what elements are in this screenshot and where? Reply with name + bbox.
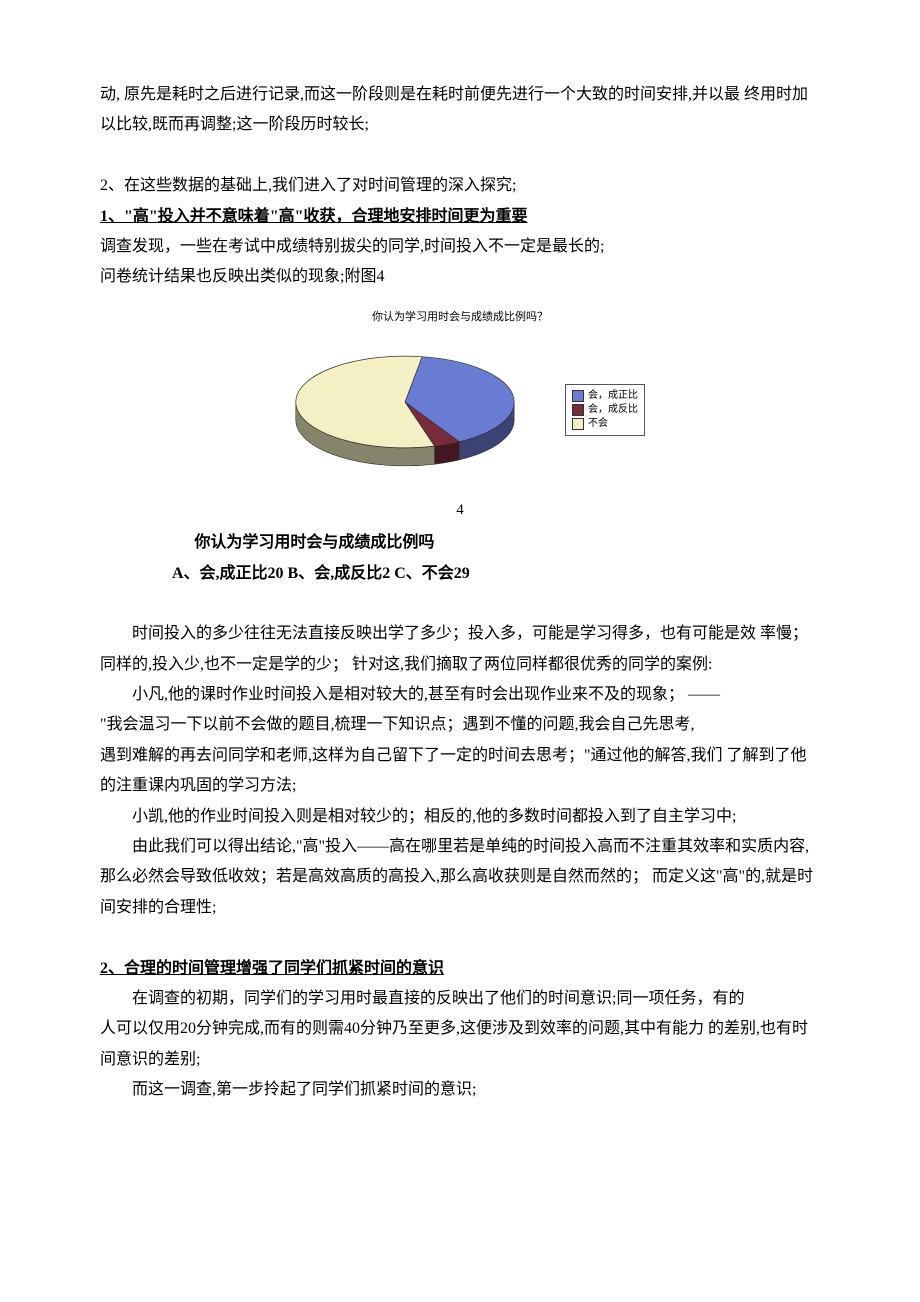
section2-p3: 而这一调查,第一步拎起了同学们抓紧时间的意识; [100,1075,820,1105]
question-answers: A、会,成正比20 B、会,成反比2 C、不会29 [100,559,820,589]
body-p2c: 遇到难解的再去问同学和老师,这样为自己留下了一定的时间去思考；"通过他的解答,我… [100,741,820,802]
intro-p1: 动, 原先是耗时之后进行记录,而这一阶段则是在耗时前便先进行一个大致的时间安排,… [100,80,820,141]
page-number: 4 [100,496,820,525]
legend-item: 不会 [572,417,638,431]
body-p2a: 小凡,他的课时作业时间投入是相对较大的,甚至有时会出现作业来不及的现象； —— [100,680,820,710]
legend-item: 会，成正比 [572,389,638,403]
pie-chart-svg [275,340,535,480]
intro-p2: 2、在这些数据的基础上,我们进入了对时间管理的深入探究; [100,171,820,201]
body-p4: 由此我们可以得出结论,"高"投入——高在哪里若是单纯的时间投入高而不注重其效率和… [100,832,820,923]
body-p2b: "我会温习一下以前不会做的题目,梳理一下知识点；遇到不懂的问题,我会自己先思考, [100,710,820,740]
blank-line-2 [100,589,820,619]
section1-line1: 调查发现，一些在考试中成绩特别拔尖的同学,时间投入不一定是最长的; [100,232,820,262]
blank-line-3 [100,923,820,953]
section1-line2: 问卷统计结果也反映出类似的现象;附图4 [100,262,820,292]
body-p3: 小凯,他的作业时间投入则是相对较少的；相反的,他的多数时间都投入到了自主学习中; [100,802,820,832]
pie-chart-figure: 你认为学习用时会与成绩成比例吗？ 会，成正比 会，成反比 不会 [100,299,820,480]
body-p1: 时间投入的多少往往无法直接反映出学了多少；投入多，可能是学习得多，也有可能是效 … [100,619,820,680]
section2-p2: 人可以仅用20分钟完成,而有的则需40分钟乃至更多,这便涉及到效率的问题,其中有… [100,1014,820,1075]
blank-line-1 [100,141,820,171]
section2-title: 2、合理的时间管理增强了同学们抓紧时间的意识 [100,954,820,984]
section2-p1: 在调查的初期，同学们的学习用时最直接的反映出了他们的时间意识;同一项任务，有的 [100,984,820,1014]
chart-legend: 会，成正比 会，成反比 不会 [565,384,645,436]
section1-title: 1、"高"投入并不意味着"高"收获，合理地安排时间更为重要 [100,202,820,232]
legend-item: 会，成反比 [572,403,638,417]
question-text: 你认为学习用时会与成绩成比例吗 [100,528,820,558]
chart-title: 你认为学习用时会与成绩成比例吗？ [372,307,548,328]
